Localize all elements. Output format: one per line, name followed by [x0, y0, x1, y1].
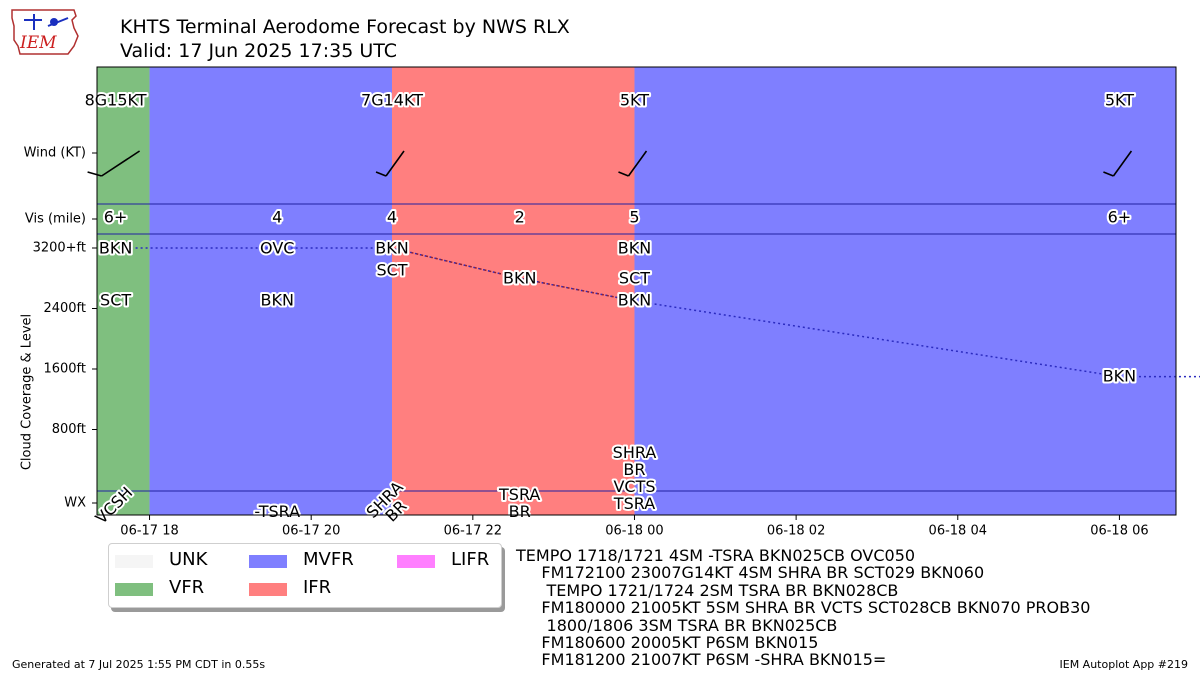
- x-tick-label: 06-18 06: [1090, 524, 1148, 539]
- taf-text-block: TEMPO 1718/1721 4SM -TSRA BKN025CB OVC05…: [516, 547, 1090, 669]
- wind-label: 8G15KT: [85, 91, 147, 110]
- barb-flag: [618, 171, 629, 177]
- taf-line: FM181200 21007KT P6SM -SHRA BKN015=: [516, 650, 887, 670]
- cloud-label: SCT: [619, 269, 650, 288]
- wind-label: 5KT: [620, 91, 649, 110]
- y-tick-label-cloud: 1600ft: [43, 362, 86, 377]
- chart-title: KHTS Terminal Aerodome Forecast by NWS R…: [120, 16, 570, 38]
- legend-label-unk: UNK: [169, 549, 208, 570]
- band-vfr: [97, 67, 150, 515]
- generated-note: Generated at 7 Jul 2025 1:55 PM CDT in 0…: [12, 658, 266, 671]
- legend-swatch-lifr: [397, 555, 435, 568]
- cloud-base-line: [115, 247, 1200, 378]
- band-mvfr: [149, 67, 393, 515]
- wind-barb: [375, 150, 405, 177]
- visibility-label: 6+: [104, 208, 128, 227]
- visibility-label: 5: [629, 208, 639, 227]
- visibility-label: 4: [272, 208, 282, 227]
- taf-line: TEMPO 1721/1724 2SM TSRA BR BKN028CB: [516, 580, 899, 600]
- cloud-label: SCT: [376, 261, 407, 280]
- taf-line: FM180000 21005KT 5SM SHRA BR VCTS SCT028…: [516, 598, 1091, 618]
- x-tick-label: 06-17 18: [120, 524, 178, 539]
- y-label-vis: Vis (mile): [25, 212, 86, 227]
- logo-text: IEM: [19, 33, 57, 53]
- legend-label-mvfr: MVFR: [303, 549, 354, 570]
- wind-barb: [87, 150, 141, 177]
- y-tick-label-cloud: 800ft: [52, 422, 86, 437]
- cloud-line: [115, 247, 1200, 378]
- wind-barb: [618, 150, 648, 177]
- cloud-label: BKN: [375, 239, 408, 258]
- wx-label: TSRA BR: [498, 485, 540, 521]
- y-label-wx: WX: [64, 496, 86, 511]
- cloud-label: SCT: [100, 291, 131, 310]
- cloud-label: BKN: [261, 291, 294, 310]
- band-ifr: [392, 67, 635, 515]
- wx-label: SHRA BR VCTS TSRA: [613, 443, 657, 513]
- cloud-label: BKN: [1103, 367, 1136, 386]
- barb-flag: [1103, 171, 1114, 177]
- chart-axes: 06-17 18 06-17 20 06-17 22 06-18 00 06-18 02…: [20, 66, 1177, 539]
- wind-barb: [1103, 150, 1133, 177]
- cloud-label: BKN: [99, 239, 132, 258]
- visibility-label: 4: [387, 208, 397, 227]
- iem-logo: IEM: [11, 9, 79, 55]
- legend-label-vfr: VFR: [169, 577, 205, 598]
- legend-label-lifr: LIFR: [451, 549, 490, 570]
- band-mvfr: [634, 67, 1176, 515]
- app-credit: IEM Autoplot App #219: [1059, 658, 1189, 671]
- y-label-wind: Wind (KT): [24, 146, 86, 161]
- taf-line: FM172100 23007G14KT 4SM SHRA BR SCT029 B…: [516, 563, 985, 583]
- barb-staff: [1112, 150, 1133, 177]
- x-tick-label: 06-18 00: [605, 524, 663, 539]
- panel-dividers: [97, 203, 1176, 492]
- barb-staff: [385, 150, 405, 177]
- legend-swatch-mvfr: [249, 555, 287, 568]
- legend-label-ifr: IFR: [303, 577, 332, 598]
- y-tick-label-cloud: 3200+ft: [33, 241, 86, 256]
- visibility-label: 6+: [1108, 208, 1132, 227]
- barb-staff: [627, 150, 648, 177]
- legend-swatch-ifr: [249, 583, 287, 596]
- barb-staff: [101, 150, 141, 177]
- cloud-label: BKN: [503, 269, 536, 288]
- cloud-line-ifr: [391, 247, 635, 302]
- y-tick-label-cloud: 2400ft: [43, 301, 86, 316]
- flight-category-bands: [97, 67, 1176, 515]
- x-tick-label: 06-17 20: [282, 524, 340, 539]
- x-tick-label: 06-18 02: [767, 524, 825, 539]
- wind-label: 7G14KT: [361, 91, 423, 110]
- barb-flag: [87, 171, 102, 177]
- taf-line: FM180600 20005KT P6SM BKN015: [516, 633, 819, 653]
- taf-line: TEMPO 1718/1721 4SM -TSRA BKN025CB OVC05…: [516, 546, 916, 565]
- legend-swatch-vfr: [115, 583, 153, 596]
- cloud-label: OVC: [260, 239, 294, 258]
- legend-swatch-unk: [115, 555, 153, 568]
- legend: UNK MVFR LIFR VFR IFR: [108, 543, 502, 608]
- cloud-label: BKN: [618, 239, 651, 258]
- cloud-label: BKN: [618, 291, 651, 310]
- wind-label: 5KT: [1105, 91, 1134, 110]
- chart-subtitle: Valid: 17 Jun 2025 17:35 UTC: [120, 40, 398, 62]
- x-tick-label: 06-18 04: [929, 524, 987, 539]
- x-tick-label: 06-17 22: [444, 524, 502, 539]
- wx-label: -TSRA: [254, 502, 300, 521]
- plot-frame: [96, 66, 1177, 516]
- barb-flag: [375, 171, 387, 177]
- taf-line: 1800/1806 3SM TSRA BR BKN025CB: [516, 615, 838, 635]
- y-axis-title: Cloud Coverage & Level: [20, 314, 35, 470]
- wind-barbs: [87, 150, 1133, 177]
- visibility-label: 2: [515, 208, 525, 227]
